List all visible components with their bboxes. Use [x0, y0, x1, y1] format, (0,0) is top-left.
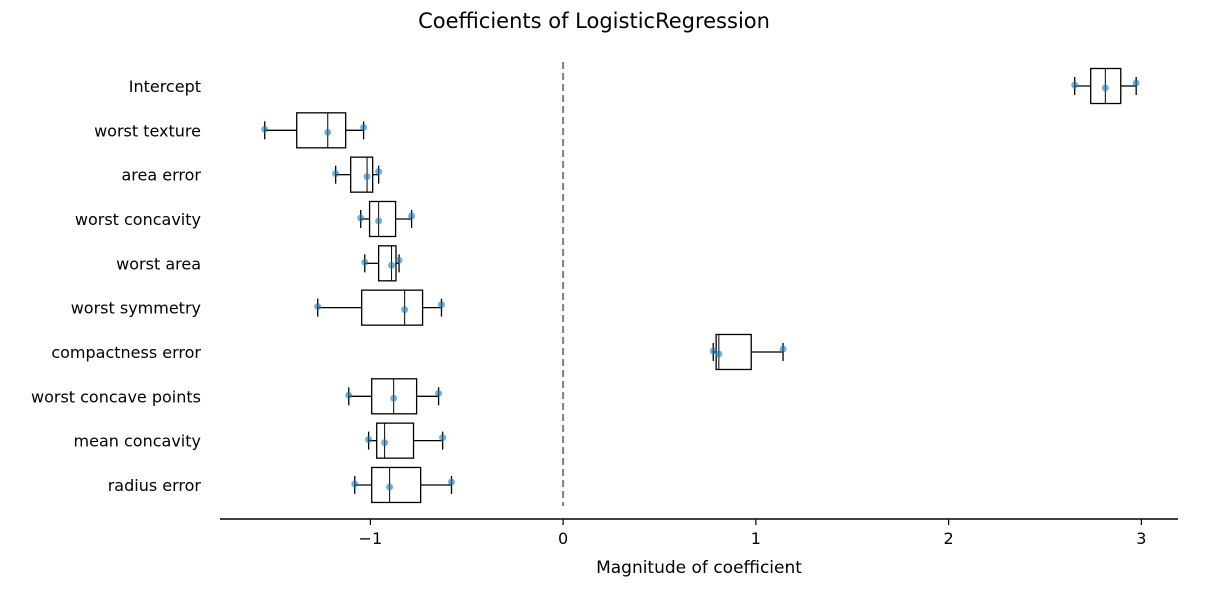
data-point [709, 347, 717, 355]
data-point [439, 434, 447, 442]
category-label: compactness error [51, 343, 201, 362]
x-tick-label: 0 [558, 529, 568, 548]
data-point [324, 128, 332, 136]
data-point [345, 391, 353, 399]
category-label: area error [122, 166, 202, 185]
x-tick-label: −1 [359, 529, 383, 548]
data-point [779, 345, 787, 353]
category-label: worst texture [94, 121, 201, 140]
box-iqr [371, 466, 422, 504]
data-point [401, 306, 409, 314]
data-point [408, 212, 416, 220]
category-label: worst concavity [75, 210, 201, 229]
x-tick-label: 1 [751, 529, 761, 548]
box-iqr [377, 245, 397, 282]
data-point [386, 483, 394, 491]
data-point [715, 350, 723, 358]
data-point [365, 436, 373, 444]
x-tick-label: 3 [1136, 529, 1146, 548]
data-point [381, 439, 389, 447]
box-iqr [376, 422, 415, 459]
data-point [375, 217, 383, 225]
chart-title: Coefficients of LogisticRegression [418, 9, 770, 33]
data-point [363, 173, 371, 181]
data-point [357, 214, 365, 222]
data-point [435, 389, 443, 397]
category-label: worst symmetry [71, 299, 201, 318]
data-point [1132, 79, 1140, 87]
data-point [314, 303, 322, 311]
box-iqr [361, 289, 424, 326]
data-point [388, 261, 396, 269]
category-label: radius error [108, 476, 202, 495]
data-point [332, 170, 340, 178]
data-point [448, 478, 456, 486]
category-label: Intercept [129, 77, 201, 96]
category-label: worst area [116, 254, 201, 273]
data-point [1101, 84, 1109, 92]
data-point [375, 168, 383, 176]
category-label: mean concavity [74, 432, 201, 451]
data-point [390, 394, 398, 402]
data-point [1071, 81, 1079, 89]
data-point [395, 256, 403, 264]
box-iqr [350, 156, 374, 193]
data-point [360, 123, 368, 131]
box-iqr [368, 200, 397, 238]
data-point [437, 301, 445, 309]
x-axis-label: Magnitude of coefficient [596, 558, 802, 578]
data-point [351, 480, 359, 488]
category-label: worst concave points [31, 387, 201, 406]
x-tick-label: 2 [944, 529, 954, 548]
data-point [261, 125, 269, 133]
data-point [361, 258, 369, 266]
box-iqr [296, 112, 347, 149]
plot-area: −1 0 1 2 3 Intercept worst texture area error wo… [31, 62, 1178, 548]
